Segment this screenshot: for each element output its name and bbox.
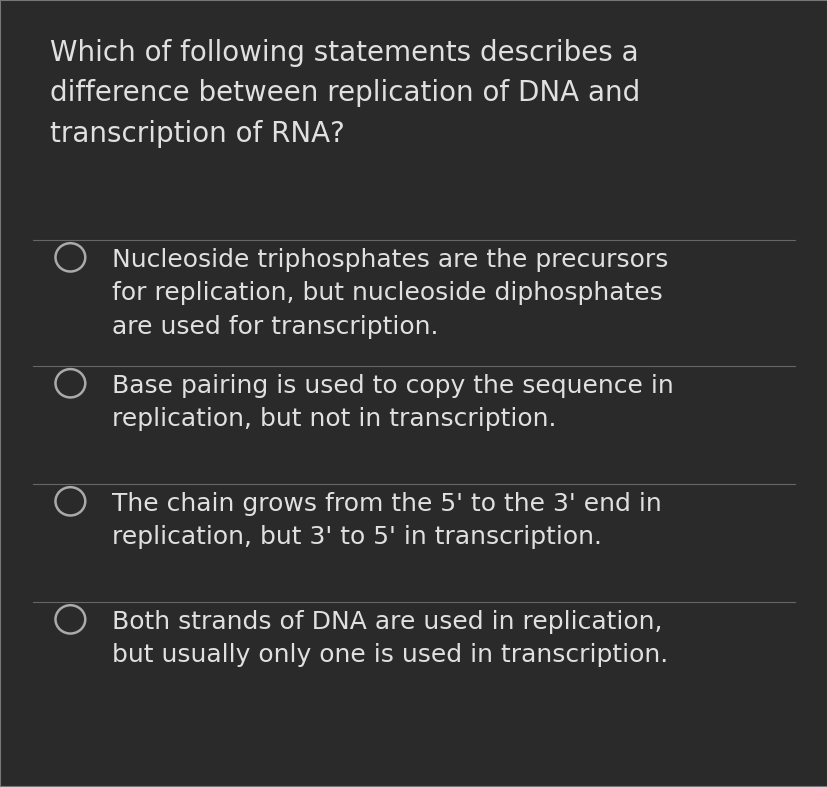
Text: Which of following statements describes a
difference between replication of DNA : Which of following statements describes … — [50, 39, 639, 147]
Text: Base pairing is used to copy the sequence in
replication, but not in transcripti: Base pairing is used to copy the sequenc… — [112, 374, 672, 431]
Text: Both strands of DNA are used in replication,
but usually only one is used in tra: Both strands of DNA are used in replicat… — [112, 610, 667, 667]
Text: Nucleoside triphosphates are the precursors
for replication, but nucleoside diph: Nucleoside triphosphates are the precurs… — [112, 248, 667, 339]
Text: The chain grows from the 5' to the 3' end in
replication, but 3' to 5' in transc: The chain grows from the 5' to the 3' en… — [112, 492, 661, 549]
